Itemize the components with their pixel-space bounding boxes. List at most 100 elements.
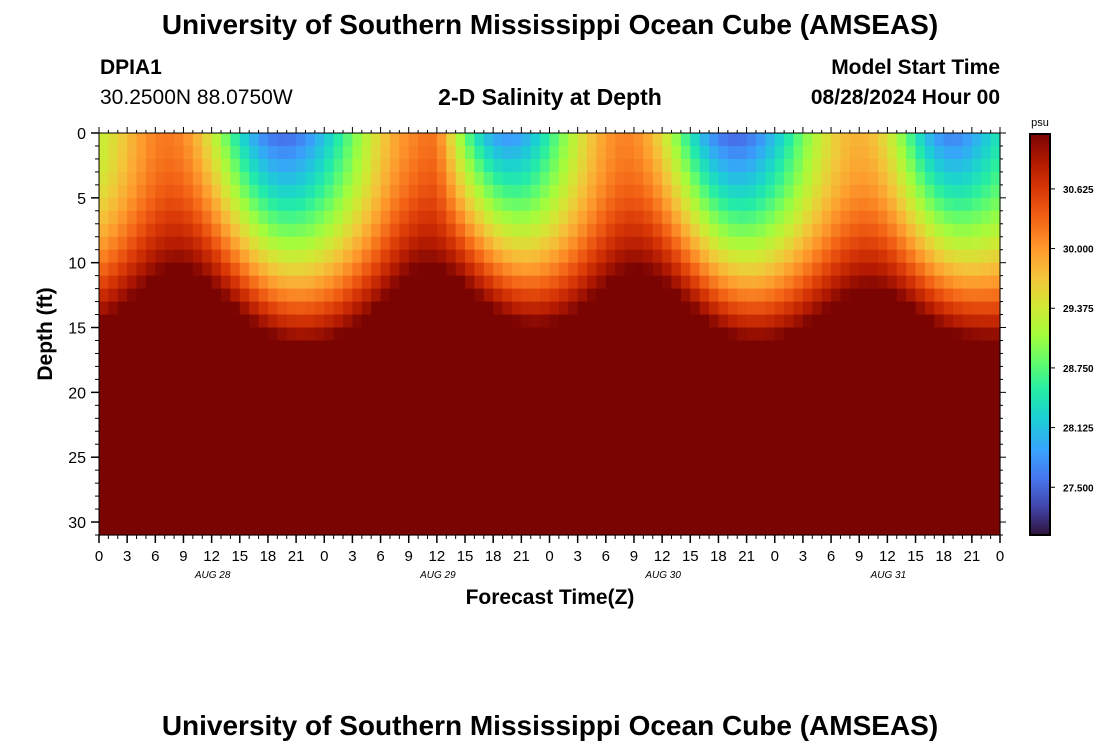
heatmap-cell xyxy=(943,327,954,342)
heatmap-cell xyxy=(314,210,325,225)
heatmap-cell xyxy=(343,262,354,277)
heatmap-cell xyxy=(324,223,335,238)
heatmap-cell xyxy=(192,262,203,277)
heatmap-cell xyxy=(755,133,766,147)
heatmap-cell xyxy=(183,340,194,355)
heatmap-cell xyxy=(718,444,729,458)
heatmap-cell xyxy=(746,392,757,406)
heatmap-cell xyxy=(971,145,982,160)
heatmap-cell xyxy=(192,301,203,316)
heatmap-cell xyxy=(530,392,541,406)
heatmap-cell xyxy=(267,366,278,380)
heatmap-cell xyxy=(174,301,185,316)
heatmap-cell xyxy=(840,171,851,186)
heatmap-cell xyxy=(389,249,400,264)
heatmap-cell xyxy=(821,327,832,342)
heatmap-cell xyxy=(267,444,278,458)
heatmap-cell xyxy=(127,457,138,471)
heatmap-cell xyxy=(765,236,776,251)
heatmap-cell xyxy=(906,145,917,160)
heatmap-cell xyxy=(802,457,813,471)
heatmap-cell xyxy=(558,366,569,380)
heatmap-cell xyxy=(934,444,945,458)
heatmap-cell xyxy=(887,145,898,160)
heatmap-cell xyxy=(924,236,935,251)
heatmap-cell xyxy=(633,522,644,536)
heatmap-cell xyxy=(924,353,935,368)
heatmap-cell xyxy=(221,366,231,380)
heatmap-cell xyxy=(230,496,241,510)
heatmap-cell xyxy=(230,210,241,225)
heatmap-cell xyxy=(680,262,691,277)
heatmap-cell xyxy=(145,223,156,238)
heatmap-cell xyxy=(755,522,766,536)
heatmap-cell xyxy=(981,145,992,160)
heatmap-cell xyxy=(615,210,626,225)
heatmap-cell xyxy=(943,262,954,277)
heatmap-cell xyxy=(511,133,522,147)
heatmap-cell xyxy=(624,275,635,290)
heatmap-cell xyxy=(324,275,335,290)
heatmap-cell xyxy=(868,509,879,523)
heatmap-cell xyxy=(709,509,720,523)
heatmap-cell xyxy=(221,197,231,212)
heatmap-cell xyxy=(230,171,241,186)
heatmap-cell xyxy=(821,366,832,380)
heatmap-cell xyxy=(389,405,400,419)
heatmap-cell xyxy=(690,314,701,329)
heatmap-cell xyxy=(521,340,532,355)
heatmap-cell xyxy=(99,340,109,355)
heatmap-cell xyxy=(774,444,785,458)
heatmap-cell xyxy=(465,405,476,419)
heatmap-cell xyxy=(108,275,119,290)
heatmap-cell xyxy=(136,522,147,536)
heatmap-cell xyxy=(99,275,109,290)
heatmap-cell xyxy=(511,405,522,419)
heatmap-cell xyxy=(108,457,119,471)
heatmap-cell xyxy=(859,301,870,316)
heatmap-cell xyxy=(981,340,992,355)
heatmap-cell xyxy=(859,314,870,329)
heatmap-cell xyxy=(108,210,119,225)
heatmap-cell xyxy=(859,236,870,251)
heatmap-cell xyxy=(277,184,288,199)
heatmap-cell xyxy=(455,301,466,316)
heatmap-cell xyxy=(615,301,626,316)
heatmap-cell xyxy=(802,444,813,458)
heatmap-cell xyxy=(296,457,307,471)
heatmap-cell xyxy=(962,470,973,484)
heatmap-cell xyxy=(596,327,607,342)
heatmap-cell xyxy=(859,470,870,484)
heatmap-cell xyxy=(774,262,785,277)
heatmap-cell xyxy=(849,210,860,225)
heatmap-cell xyxy=(784,314,795,329)
heatmap-cell xyxy=(859,496,870,510)
heatmap-cell xyxy=(953,197,964,212)
heatmap-cell xyxy=(183,457,194,471)
heatmap-cell xyxy=(211,158,222,173)
heatmap-cell xyxy=(277,392,288,406)
heatmap-cell xyxy=(643,353,654,368)
heatmap-cell xyxy=(371,522,382,536)
heatmap-cell xyxy=(896,314,907,329)
heatmap-cell xyxy=(99,288,109,303)
heatmap-cell xyxy=(230,522,241,536)
heatmap-cell xyxy=(221,470,231,484)
heatmap-cell xyxy=(971,431,982,445)
heatmap-cell xyxy=(371,262,382,277)
heatmap-cell xyxy=(380,275,391,290)
heatmap-cell xyxy=(183,249,194,264)
heatmap-cell xyxy=(577,405,588,419)
heatmap-cell xyxy=(314,171,325,186)
heatmap-cell xyxy=(343,133,354,147)
heatmap-cell xyxy=(859,483,870,497)
heatmap-cell xyxy=(821,431,832,445)
heatmap-cell xyxy=(155,158,166,173)
heatmap-cell xyxy=(859,249,870,264)
heatmap-cell xyxy=(934,405,945,419)
heatmap-cell xyxy=(802,418,813,432)
heatmap-cell xyxy=(709,418,720,432)
heatmap-cell xyxy=(465,353,476,368)
heatmap-cell xyxy=(493,249,504,264)
heatmap-cell xyxy=(389,301,400,316)
